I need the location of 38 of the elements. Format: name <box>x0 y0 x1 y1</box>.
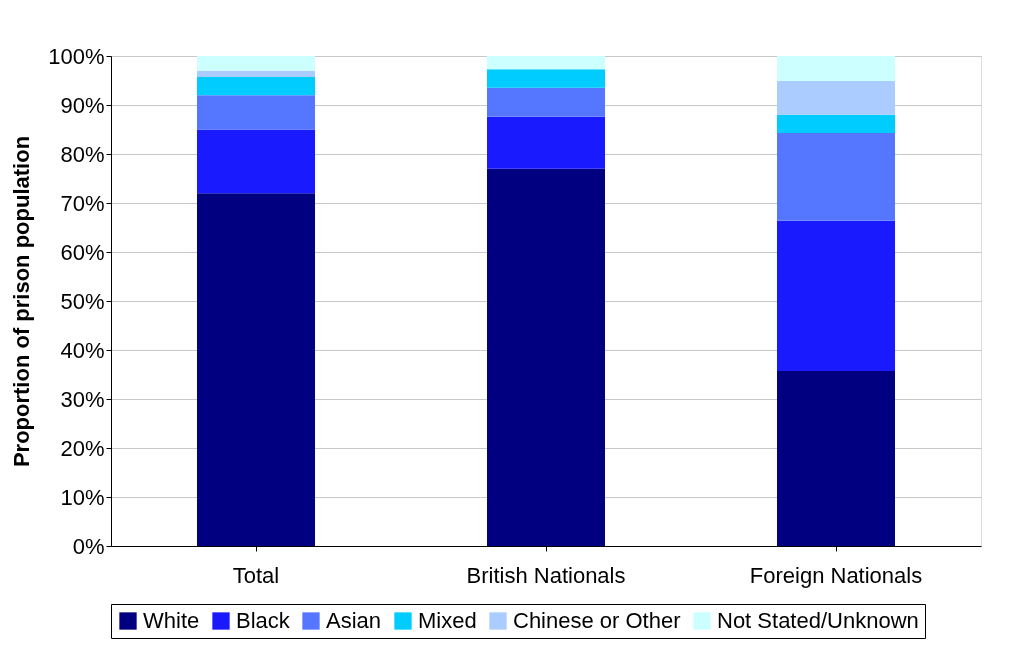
bar <box>197 95 315 130</box>
legend-label: Not Stated/Unknown <box>717 608 919 633</box>
bar <box>197 77 315 96</box>
y-tick-label: 40% <box>60 337 105 363</box>
y-tick-label: 20% <box>60 435 105 461</box>
y-tick-label: 90% <box>60 92 105 118</box>
y-tick-label: 10% <box>60 484 105 510</box>
legend-label: Chinese or Other <box>513 608 681 633</box>
bar <box>777 132 895 221</box>
y-tick-label: 100% <box>48 43 105 69</box>
bar <box>197 193 315 546</box>
y-tick-label: 60% <box>60 239 105 265</box>
y-tick-label: 0% <box>72 533 105 559</box>
bar <box>197 129 315 194</box>
bar <box>197 70 315 78</box>
bar <box>197 56 315 71</box>
y-tick-label: 30% <box>60 386 105 412</box>
bar <box>487 87 605 117</box>
y-axis-title: Proportion of prison population <box>9 135 35 468</box>
x-tick-label: Foreign Nationals <box>749 562 923 588</box>
y-tick-label: 70% <box>60 190 105 216</box>
bar <box>777 80 895 115</box>
bar <box>777 114 895 133</box>
bar <box>487 56 605 70</box>
bar <box>487 69 605 88</box>
bar <box>777 371 895 546</box>
y-tick-label: 50% <box>60 288 105 314</box>
y-tick-label: 80% <box>60 141 105 167</box>
bar <box>487 168 605 546</box>
bar <box>777 220 895 372</box>
legend-label: Mixed <box>418 608 477 633</box>
bar <box>777 56 895 81</box>
bar <box>487 116 605 169</box>
legend-label: Asian <box>326 608 382 633</box>
x-tick-label: British Nationals <box>466 562 626 588</box>
x-tick-label: Total <box>232 562 280 588</box>
legend-label: Black <box>236 608 291 633</box>
legend-label: White <box>143 608 200 633</box>
